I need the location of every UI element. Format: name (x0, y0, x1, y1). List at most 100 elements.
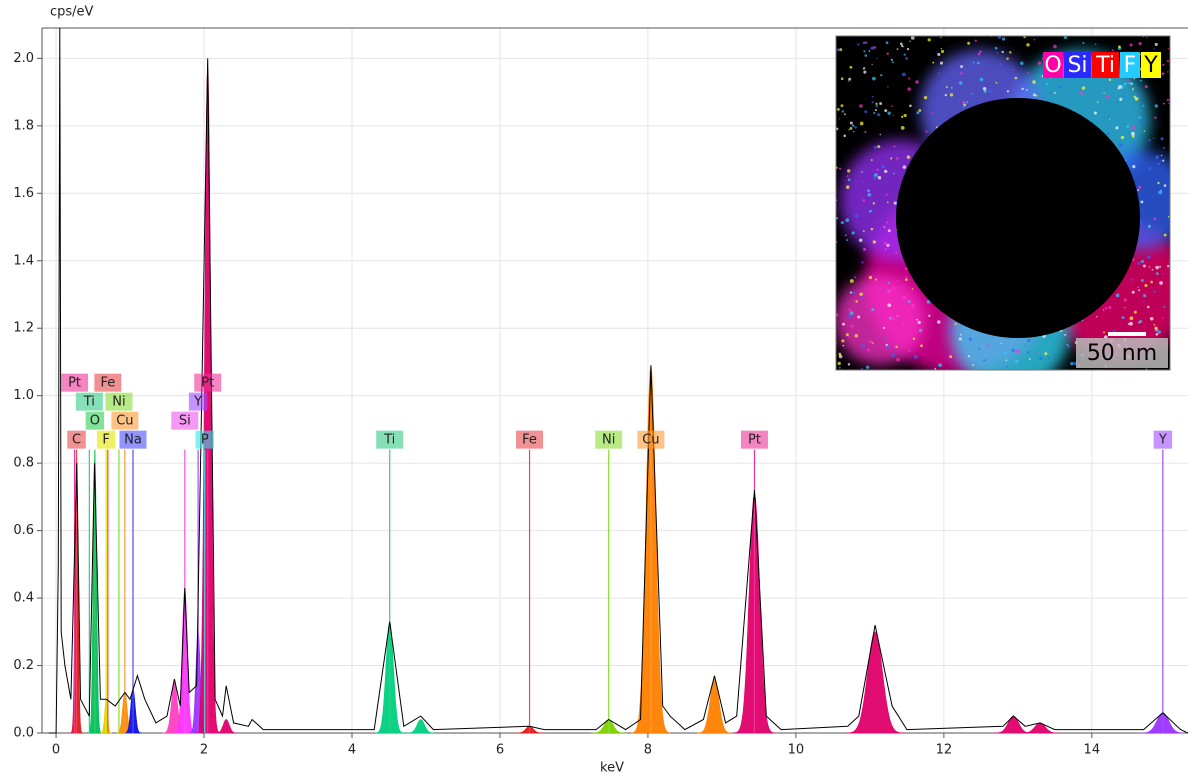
marker-label-bg (194, 373, 222, 392)
inset-dot (863, 248, 867, 251)
inset-dot (1102, 309, 1105, 311)
marker-label-bg (376, 430, 404, 449)
inset-dot (1131, 125, 1135, 130)
inset-dot (895, 157, 899, 160)
marker-label: Si (179, 414, 191, 429)
inset-dot (879, 102, 883, 106)
inset-dot (1046, 82, 1049, 86)
inset-dot (1162, 63, 1165, 67)
inset-dot (874, 108, 877, 112)
inset-dot (848, 129, 850, 131)
marker-label: Cu (642, 433, 659, 448)
inset-dot (971, 93, 974, 95)
inset-dot (888, 316, 892, 320)
inset-dot (1143, 294, 1147, 298)
inset-dot (1163, 102, 1165, 105)
inset-dot (847, 363, 851, 366)
inset-dot (1138, 185, 1142, 189)
inset-dot (847, 178, 851, 182)
inset-dot (1167, 71, 1169, 73)
inset-dot (1137, 286, 1139, 289)
inset-dot (1001, 50, 1004, 54)
y-tick-label: 1.8 (13, 118, 34, 133)
inset-dot (939, 61, 944, 65)
inset-dot (960, 333, 962, 336)
inset-dot (1163, 305, 1166, 308)
inset-dot (912, 337, 916, 340)
inset-dot (1148, 166, 1152, 171)
inset-dot (909, 40, 911, 42)
inset-dot (935, 126, 938, 129)
marker-label-bg (94, 373, 122, 392)
inset-dot (887, 303, 892, 307)
peak (992, 715, 1035, 734)
inset-dot (1162, 159, 1165, 162)
inset-dot (1129, 316, 1134, 321)
inset-dot (886, 201, 889, 204)
inset-dot (851, 124, 855, 127)
inset-dot (849, 65, 853, 69)
y-tick-label: 0.2 (13, 658, 34, 673)
inset-dot (1123, 82, 1127, 86)
inset-dot (1123, 95, 1126, 98)
inset-dot (886, 243, 890, 247)
inset-dot (938, 363, 943, 368)
inset-dot (1001, 37, 1006, 41)
inset-dot (1151, 268, 1154, 271)
inset-dot (883, 226, 886, 228)
inset-dot (1006, 57, 1009, 60)
inset-dot (1006, 366, 1009, 368)
inset-dot (1139, 118, 1143, 123)
inset-dot (905, 278, 908, 281)
inset-dot (987, 344, 990, 347)
x-tick-label: 10 (788, 743, 805, 758)
inset-dot (967, 41, 971, 45)
inset-dot (890, 58, 893, 61)
inset-label: F (1124, 53, 1137, 78)
inset-dot (1166, 98, 1170, 102)
scale-bar (1108, 332, 1146, 336)
inset-dot (890, 157, 893, 160)
inset-dot (1133, 77, 1136, 80)
marker-label-bg (188, 392, 208, 411)
marker-label: Y (1158, 433, 1167, 448)
inset-dot (855, 300, 858, 303)
inset-dot (1134, 96, 1139, 101)
inset-dot (1148, 266, 1151, 268)
inset-dot (1067, 344, 1071, 348)
inset-dot (867, 192, 872, 197)
inset-dot (844, 234, 847, 237)
inset-dot (871, 63, 873, 65)
inset-dot (848, 315, 852, 319)
inset-dot (938, 72, 940, 75)
inset-dot (870, 46, 874, 50)
inset-dot (1133, 95, 1136, 99)
inset-dot (905, 56, 909, 60)
inset-dot (1020, 61, 1024, 65)
inset-dot (868, 275, 873, 280)
inset-dot (893, 145, 896, 148)
inset-dot (873, 46, 877, 49)
inset-dot (1154, 42, 1158, 47)
inset-dot (1028, 358, 1031, 361)
inset-dot (839, 366, 841, 369)
inset-dot (1047, 356, 1050, 359)
inset-dot (1129, 43, 1133, 47)
spectrum-line (48, 28, 1188, 734)
inset-dot (857, 43, 860, 46)
inset-dot (1155, 332, 1159, 336)
inset-dot (864, 110, 868, 114)
marker-label: Fe (100, 376, 115, 391)
x-tick-label: 8 (644, 743, 652, 758)
inset-dot (845, 218, 850, 223)
inset-dot (861, 367, 863, 370)
inset-dot (1162, 272, 1164, 275)
y-axis-label: cps/eV (50, 5, 94, 20)
marker-label: Ti (383, 433, 395, 448)
peak (696, 678, 733, 734)
inset-dot (988, 89, 993, 93)
inset-label-bg (1120, 52, 1140, 78)
inset-dot (876, 57, 878, 59)
inset-dot (896, 357, 900, 362)
inset-dot (861, 261, 864, 264)
